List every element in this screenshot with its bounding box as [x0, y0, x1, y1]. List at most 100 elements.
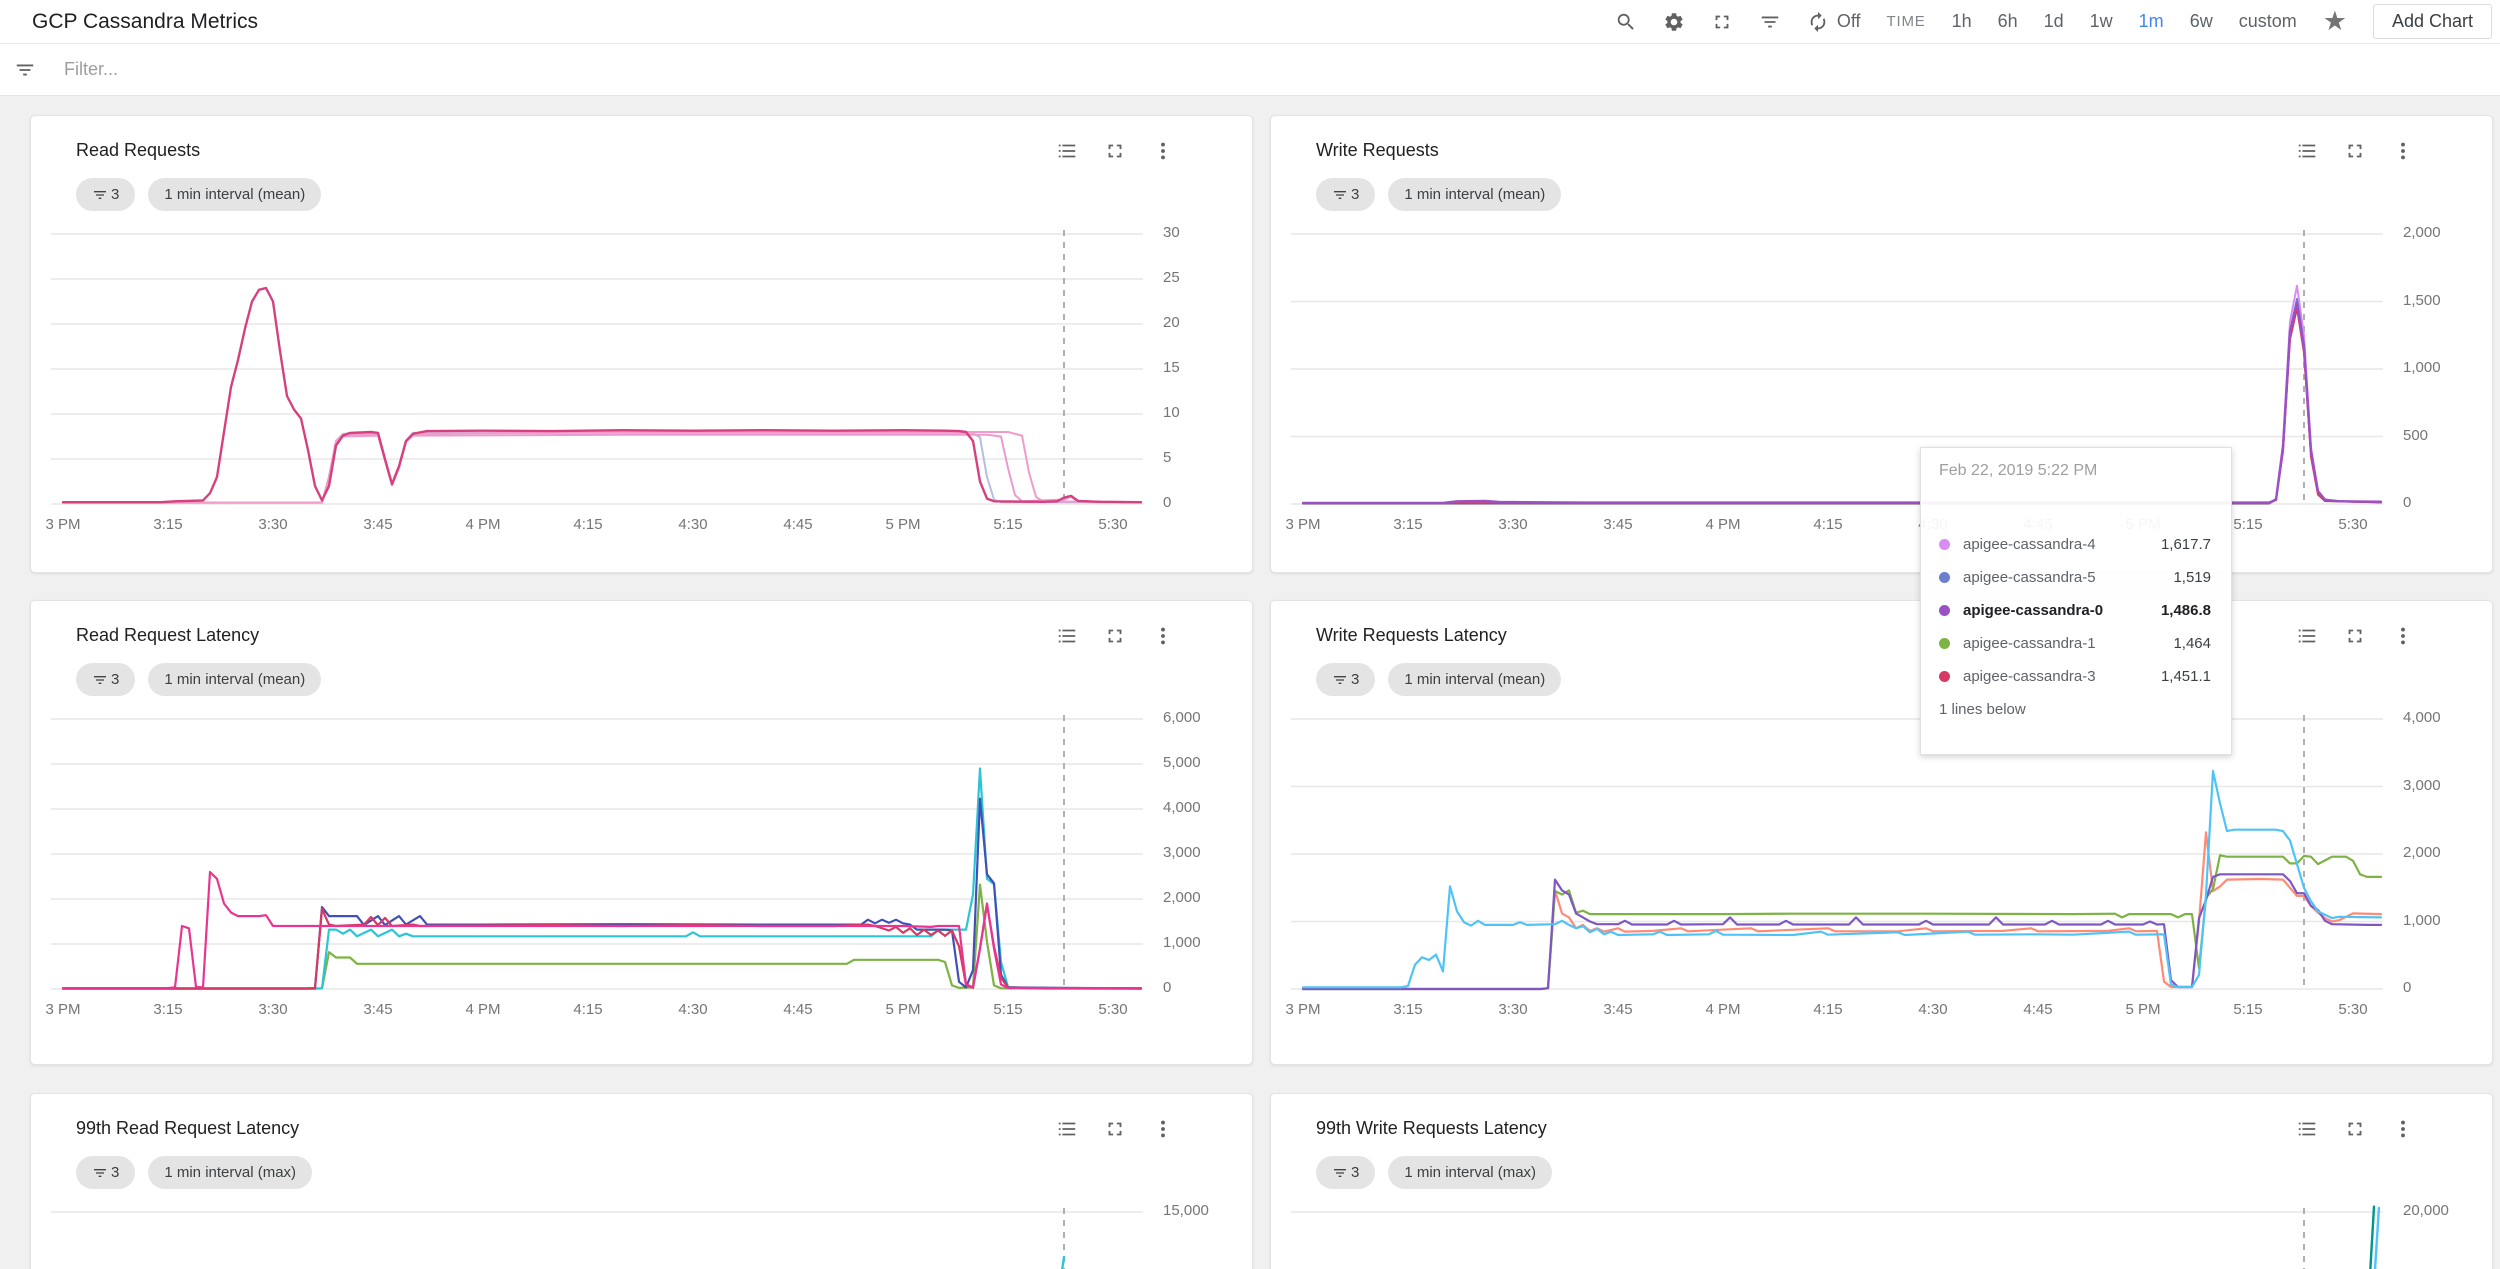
y-axis-label: 0	[2403, 979, 2412, 996]
add-chart-button[interactable]: Add Chart	[2372, 4, 2492, 39]
y-axis-label: 5,000	[1163, 754, 1201, 771]
tooltip-row: apigee-cassandra-5 1,519	[1939, 561, 2211, 594]
y-axis-label: 1,500	[2403, 291, 2441, 309]
y-axis-label: 6,000	[1163, 709, 1201, 726]
legend-list-icon[interactable]	[2296, 1118, 2318, 1140]
tooltip-row: apigee-cassandra-4 1,617.7	[1939, 528, 2211, 561]
y-axis-label: 1,000	[2403, 911, 2441, 929]
legend-list-icon[interactable]	[1056, 625, 1078, 647]
interval-chip[interactable]: 1 min interval (mean)	[148, 663, 322, 696]
chart-title: 99th Write Requests Latency	[1316, 1118, 1547, 1138]
chart-plot-area[interactable]	[51, 715, 1143, 990]
chart-card: Read Request Latency 3 1 min interval (m…	[30, 600, 1253, 1065]
tooltip-rows: apigee-cassandra-4 1,617.7 apigee-cassandr…	[1939, 528, 2211, 693]
chart-plot-area[interactable]	[1291, 1205, 2383, 1269]
x-axis-label: 3 PM	[1285, 1001, 1321, 1018]
fullscreen-icon[interactable]	[2344, 140, 2366, 162]
legend-list-icon[interactable]	[2296, 625, 2318, 647]
more-vert-icon[interactable]	[1152, 1118, 1174, 1140]
x-axis-label: 3:30	[258, 1001, 288, 1018]
filter-count-label: 3	[1351, 671, 1360, 688]
filter-count-chip[interactable]: 3	[76, 178, 136, 211]
series-color-dot	[1939, 638, 1950, 649]
time-range-1w[interactable]: 1w	[2089, 11, 2113, 31]
chart-plot-area[interactable]	[51, 230, 1143, 505]
filter-count-chip[interactable]: 3	[1316, 178, 1376, 211]
y-axis-label: 3,000	[1163, 844, 1201, 861]
chart-plot-area[interactable]	[51, 1208, 1143, 1269]
interval-chip[interactable]: 1 min interval (mean)	[148, 178, 322, 211]
filter-count-chip[interactable]: 3	[76, 663, 136, 696]
x-axis-label: 4:15	[1813, 1001, 1843, 1018]
time-range-custom[interactable]: custom	[2238, 11, 2297, 31]
interval-chip[interactable]: 1 min interval (max)	[1388, 1156, 1553, 1189]
chart-title: Write Requests	[1316, 140, 1439, 160]
chart-chips: 3 1 min interval (max)	[76, 1156, 313, 1189]
x-axis-label: 4:45	[783, 516, 813, 533]
series-value: 1,617.7	[2160, 536, 2211, 553]
x-axis-label: 4 PM	[465, 1001, 501, 1018]
filter-input[interactable]	[64, 59, 1864, 80]
y-axis-label: 15	[1163, 359, 1180, 376]
chart-plot-area[interactable]	[1291, 715, 2383, 991]
toolbar-actions: Off TIME 1h 6h 1d 1w 1m 6w custom ★ Add Chart	[1615, 4, 2500, 39]
time-range-6h[interactable]: 6h	[1997, 11, 2018, 31]
x-axis-label: 4:45	[2023, 1001, 2053, 1018]
series-color-dot	[1939, 671, 1950, 682]
x-axis-label: 5:30	[1098, 1001, 1128, 1018]
x-axis-label: 5 PM	[885, 516, 921, 533]
chart-line-series-salmon	[1301, 831, 2383, 991]
interval-chip[interactable]: 1 min interval (max)	[148, 1156, 313, 1189]
fullscreen-icon[interactable]	[1104, 140, 1126, 162]
series-name: apigee-cassandra-4	[1963, 536, 2096, 553]
filter-list-icon[interactable]	[1759, 11, 1781, 33]
chart-hover-tooltip: Feb 22, 2019 5:22 PM apigee-cassandra-4 1…	[1920, 447, 2232, 755]
legend-list-icon[interactable]	[1056, 1118, 1078, 1140]
x-axis-label: 4 PM	[1705, 1001, 1741, 1018]
chart-line-series-lavender	[62, 431, 1142, 504]
chart-actions	[1056, 140, 1174, 162]
filter-count-chip[interactable]: 3	[76, 1156, 136, 1189]
more-vert-icon[interactable]	[2392, 1118, 2414, 1140]
x-axis-label: 3:15	[1393, 1001, 1423, 1018]
filter-count-label: 3	[111, 1164, 120, 1181]
filter-count-chip[interactable]: 3	[1316, 663, 1376, 696]
more-vert-icon[interactable]	[1152, 140, 1174, 162]
chart-line-series-green	[61, 883, 1143, 990]
auto-refresh-toggle[interactable]: Off	[1807, 11, 1861, 33]
y-axis-label: 4,000	[2403, 709, 2441, 726]
time-range-1d[interactable]: 1d	[2043, 11, 2064, 31]
legend-list-icon[interactable]	[2296, 140, 2318, 162]
chart-plot-area[interactable]	[1291, 230, 2383, 505]
time-range-6w[interactable]: 6w	[2189, 11, 2213, 31]
fullscreen-icon[interactable]	[1711, 11, 1733, 33]
interval-chip[interactable]: 1 min interval (mean)	[1388, 178, 1562, 211]
more-vert-icon[interactable]	[2392, 140, 2414, 162]
fullscreen-icon[interactable]	[1104, 1118, 1126, 1140]
time-range-1h[interactable]: 1h	[1951, 11, 1972, 31]
x-axis-label: 3:45	[1603, 516, 1633, 533]
filter-count-chip[interactable]: 3	[1316, 1156, 1376, 1189]
favorite-star-icon[interactable]: ★	[2322, 6, 2347, 36]
y-axis-label: 25	[1163, 269, 1180, 286]
interval-chip[interactable]: 1 min interval (mean)	[1388, 663, 1562, 696]
series-color-dot	[1939, 539, 1950, 550]
x-axis-label: 3:45	[1603, 1001, 1633, 1018]
y-axis-label: 0	[2403, 494, 2412, 511]
y-axis-label: 30	[1163, 224, 1180, 241]
series-name: apigee-cassandra-5	[1963, 569, 2096, 586]
time-range-1m[interactable]: 1m	[2138, 11, 2164, 31]
more-vert-icon[interactable]	[2392, 625, 2414, 647]
fullscreen-icon[interactable]	[2344, 1118, 2366, 1140]
fullscreen-icon[interactable]	[1104, 625, 1126, 647]
chart-card: 99th Write Requests Latency 3 1 min inte…	[1270, 1093, 2493, 1269]
tooltip-timestamp: Feb 22, 2019 5:22 PM	[1939, 462, 2098, 479]
more-vert-icon[interactable]	[1152, 625, 1174, 647]
chart-actions	[2296, 140, 2414, 162]
y-axis-label: 3,000	[2403, 776, 2441, 794]
fullscreen-icon[interactable]	[2344, 625, 2366, 647]
settings-gear-icon[interactable]	[1663, 11, 1685, 33]
legend-list-icon[interactable]	[1056, 140, 1078, 162]
search-icon[interactable]	[1615, 11, 1637, 33]
y-axis-label: 2,000	[1163, 889, 1201, 906]
